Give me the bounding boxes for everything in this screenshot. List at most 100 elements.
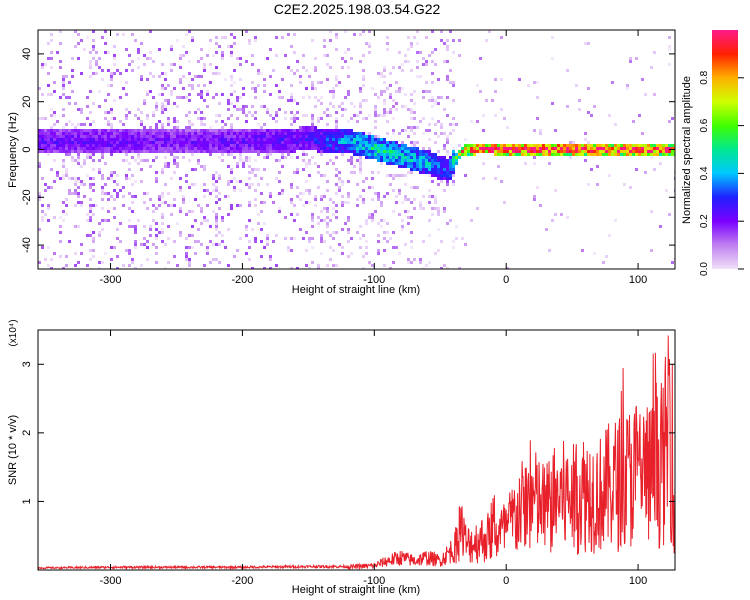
heatmap-cell (239, 159, 242, 162)
x-tick-label: 0 (503, 274, 509, 286)
heatmap-cell (113, 54, 116, 57)
heatmap-cell (482, 177, 485, 180)
heatmap-cell (440, 39, 443, 42)
heatmap-cell (155, 228, 158, 231)
heatmap-cell (617, 144, 620, 147)
heatmap-cell (155, 207, 158, 210)
heatmap-cell (101, 153, 104, 156)
heatmap-cell (437, 159, 440, 162)
heatmap-cell (344, 201, 347, 204)
heatmap-cell (248, 204, 251, 207)
heatmap-cell (359, 102, 362, 105)
heatmap-cell (434, 171, 437, 174)
y-tick-label: -20 (21, 189, 33, 205)
heatmap-cell (371, 87, 374, 90)
heatmap-cell (458, 267, 461, 269)
heatmap-cell (416, 51, 419, 54)
heatmap-cell (101, 150, 104, 153)
heatmap-cell (104, 192, 107, 195)
heatmap-cell (326, 216, 329, 219)
heatmap-cell (218, 144, 221, 147)
heatmap-cell (179, 135, 182, 138)
heatmap-cell (209, 147, 212, 150)
heatmap-cell (62, 210, 65, 213)
heatmap-cell (149, 30, 152, 33)
heatmap-cell (38, 147, 41, 150)
heatmap-cell (437, 135, 440, 138)
heatmap-cell (257, 213, 260, 216)
heatmap-cell (266, 57, 269, 60)
heatmap-cell (326, 147, 329, 150)
heatmap-cell (266, 135, 269, 138)
heatmap-cell (275, 120, 278, 123)
heatmap-cell (101, 192, 104, 195)
heatmap-cell (155, 102, 158, 105)
heatmap-cell (362, 135, 365, 138)
heatmap-cell (245, 147, 248, 150)
heatmap-cell (359, 135, 362, 138)
heatmap-cell (569, 156, 572, 159)
heatmap-cell (278, 192, 281, 195)
heatmap-cell (92, 237, 95, 240)
heatmap-cell (224, 36, 227, 39)
heatmap-cell (167, 204, 170, 207)
heatmap-cell (152, 60, 155, 63)
heatmap-cell (350, 159, 353, 162)
heatmap-cell (182, 132, 185, 135)
heatmap-cell (218, 150, 221, 153)
heatmap-cell (107, 51, 110, 54)
heatmap-cell (86, 234, 89, 237)
heatmap-cell (227, 108, 230, 111)
heatmap-cell (443, 174, 446, 177)
heatmap-cell (341, 132, 344, 135)
heatmap-cell (290, 132, 293, 135)
heatmap-cell (110, 75, 113, 78)
heatmap-cell (368, 186, 371, 189)
heatmap-cell (389, 174, 392, 177)
heatmap-cell (50, 132, 53, 135)
heatmap-cell (614, 153, 617, 156)
heatmap-cell (62, 201, 65, 204)
heatmap-cell (311, 117, 314, 120)
heatmap-cell (266, 129, 269, 132)
heatmap-cell (584, 159, 587, 162)
heatmap-cell (149, 129, 152, 132)
heatmap-cell (587, 141, 590, 144)
heatmap-cell (80, 252, 83, 255)
heatmap-cell (431, 174, 434, 177)
heatmap-cell (86, 174, 89, 177)
heatmap-cell (167, 225, 170, 228)
heatmap-cell (236, 129, 239, 132)
heatmap-cell (662, 147, 665, 150)
heatmap-cell (290, 45, 293, 48)
heatmap-cell (116, 183, 119, 186)
heatmap-cell (263, 141, 266, 144)
heatmap-cell (206, 132, 209, 135)
heatmap-cell (545, 153, 548, 156)
heatmap-cell (278, 207, 281, 210)
heatmap-cell (50, 147, 53, 150)
heatmap-cell (650, 210, 653, 213)
heatmap-cell (245, 159, 248, 162)
heatmap-cell (245, 225, 248, 228)
heatmap-cell (305, 180, 308, 183)
heatmap-cell (308, 132, 311, 135)
heatmap-cell (38, 192, 41, 195)
heatmap-cell (620, 147, 623, 150)
heatmap-cell (212, 147, 215, 150)
heatmap-cell (152, 159, 155, 162)
heatmap-cell (335, 231, 338, 234)
heatmap-cell (356, 231, 359, 234)
heatmap-cell (428, 201, 431, 204)
heatmap-cell (302, 204, 305, 207)
heatmap-cell (371, 219, 374, 222)
heatmap-cell (374, 156, 377, 159)
heatmap-cell (101, 198, 104, 201)
heatmap-cell (308, 147, 311, 150)
heatmap-cell (311, 87, 314, 90)
heatmap-cell (230, 33, 233, 36)
heatmap-cell (80, 144, 83, 147)
heatmap-cell (401, 129, 404, 132)
heatmap-cell (557, 144, 560, 147)
heatmap-cell (299, 198, 302, 201)
